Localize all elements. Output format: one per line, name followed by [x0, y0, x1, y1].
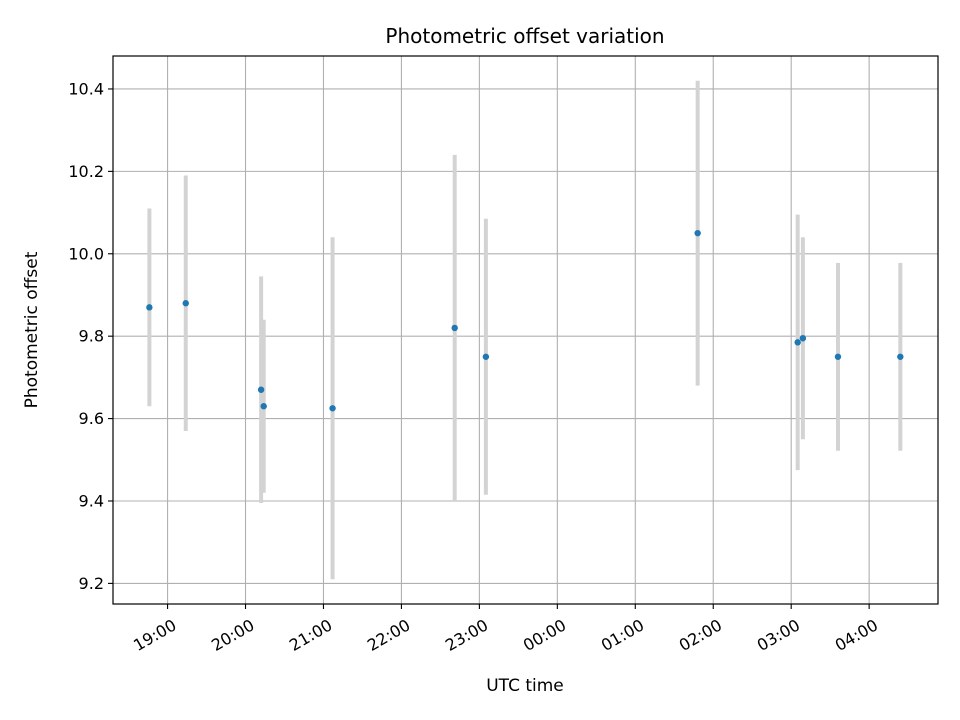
y-tick-label: 10.4: [68, 79, 104, 98]
chart-title: Photometric offset variation: [385, 24, 664, 48]
data-point: [794, 339, 801, 346]
y-axis-title: Photometric offset: [22, 251, 42, 408]
data-point: [694, 229, 701, 237]
data-point: [451, 324, 458, 332]
data-point: [146, 304, 153, 311]
y-tick-label: 9.6: [79, 409, 104, 428]
data-point: [182, 300, 189, 307]
y-axis: 9.2 9.4 9.6 9.8 10.0 10.2 10.4: [68, 79, 113, 593]
y-tick-label: 9.4: [79, 491, 104, 510]
data-points: [146, 229, 904, 412]
data-point: [834, 353, 842, 360]
y-tick-label: 10.2: [68, 162, 104, 181]
data-point: [799, 335, 807, 342]
data-point: [329, 405, 336, 412]
y-tick-label: 9.2: [79, 574, 104, 593]
plot-frame: [112, 55, 939, 605]
data-point: [897, 353, 904, 360]
data-point: [260, 403, 267, 410]
data-point: [257, 386, 265, 393]
y-tick-label: 10.0: [68, 244, 104, 263]
x-axis-title: UTC time: [486, 676, 564, 696]
y-tick-label: 9.8: [79, 327, 104, 346]
data-point: [482, 353, 490, 360]
